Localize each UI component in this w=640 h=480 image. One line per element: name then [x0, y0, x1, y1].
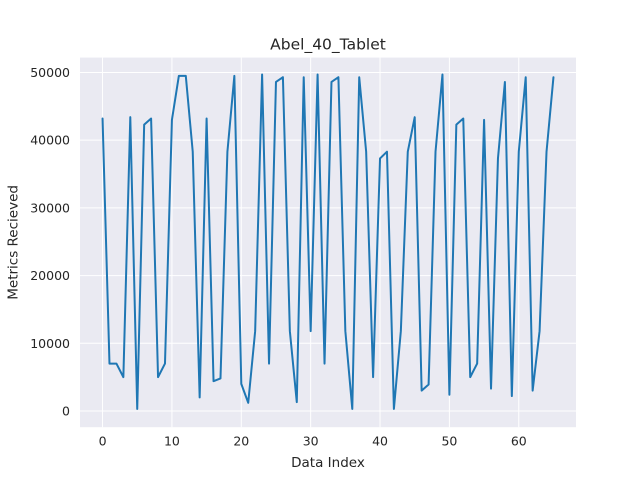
y-tick-label: 50000: [30, 65, 70, 80]
y-axis-label: Metrics Recieved: [6, 185, 22, 300]
x-axis-label: Data Index: [291, 455, 365, 471]
x-tick-label: 0: [99, 434, 107, 449]
y-tick-label: 30000: [30, 200, 70, 215]
y-tick-label: 10000: [30, 336, 70, 351]
series-line: [101, 73, 555, 410]
tick-labels: 0 10 20 30 40 50 60 0 10000 20000 30000 40000 50000: [30, 65, 527, 449]
y-tick-label: 20000: [30, 268, 70, 283]
y-tick-label: 0: [62, 403, 70, 418]
x-tick-label: 30: [303, 434, 319, 449]
x-tick-label: 40: [372, 434, 388, 449]
chart-title: Abel_40_Tablet: [270, 36, 386, 55]
x-tick-label: 20: [233, 434, 249, 449]
x-tick-label: 10: [164, 434, 180, 449]
x-tick-label: 50: [441, 434, 457, 449]
y-tick-label: 40000: [30, 133, 70, 148]
x-tick-label: 60: [511, 434, 527, 449]
